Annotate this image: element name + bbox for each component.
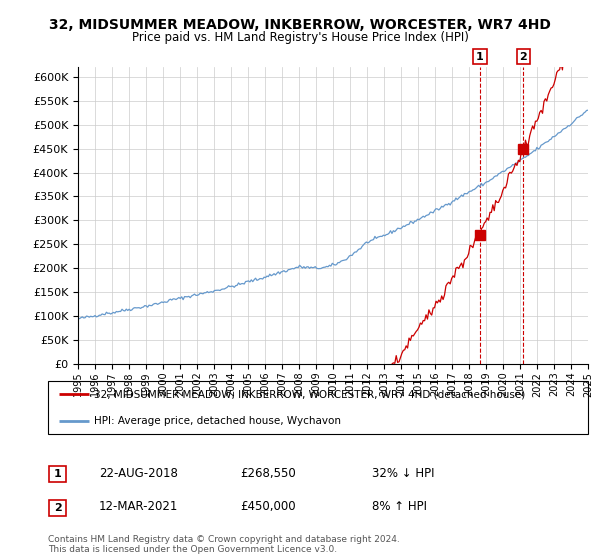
- Text: 8% ↑ HPI: 8% ↑ HPI: [372, 500, 427, 514]
- Text: 2: 2: [520, 52, 527, 62]
- Text: Contains HM Land Registry data © Crown copyright and database right 2024.
This d: Contains HM Land Registry data © Crown c…: [48, 535, 400, 554]
- Text: £450,000: £450,000: [240, 500, 296, 514]
- Text: HPI: Average price, detached house, Wychavon: HPI: Average price, detached house, Wych…: [94, 416, 341, 426]
- Text: 1: 1: [476, 52, 484, 62]
- Text: 12-MAR-2021: 12-MAR-2021: [99, 500, 178, 514]
- Text: 2: 2: [54, 503, 61, 513]
- Text: £268,550: £268,550: [240, 466, 296, 480]
- Text: 32% ↓ HPI: 32% ↓ HPI: [372, 466, 434, 480]
- Text: 1: 1: [54, 469, 61, 479]
- Text: 22-AUG-2018: 22-AUG-2018: [99, 466, 178, 480]
- Text: Price paid vs. HM Land Registry's House Price Index (HPI): Price paid vs. HM Land Registry's House …: [131, 31, 469, 44]
- Text: 32, MIDSUMMER MEADOW, INKBERROW, WORCESTER, WR7 4HD (detached house): 32, MIDSUMMER MEADOW, INKBERROW, WORCEST…: [94, 389, 525, 399]
- Text: 32, MIDSUMMER MEADOW, INKBERROW, WORCESTER, WR7 4HD: 32, MIDSUMMER MEADOW, INKBERROW, WORCEST…: [49, 18, 551, 32]
